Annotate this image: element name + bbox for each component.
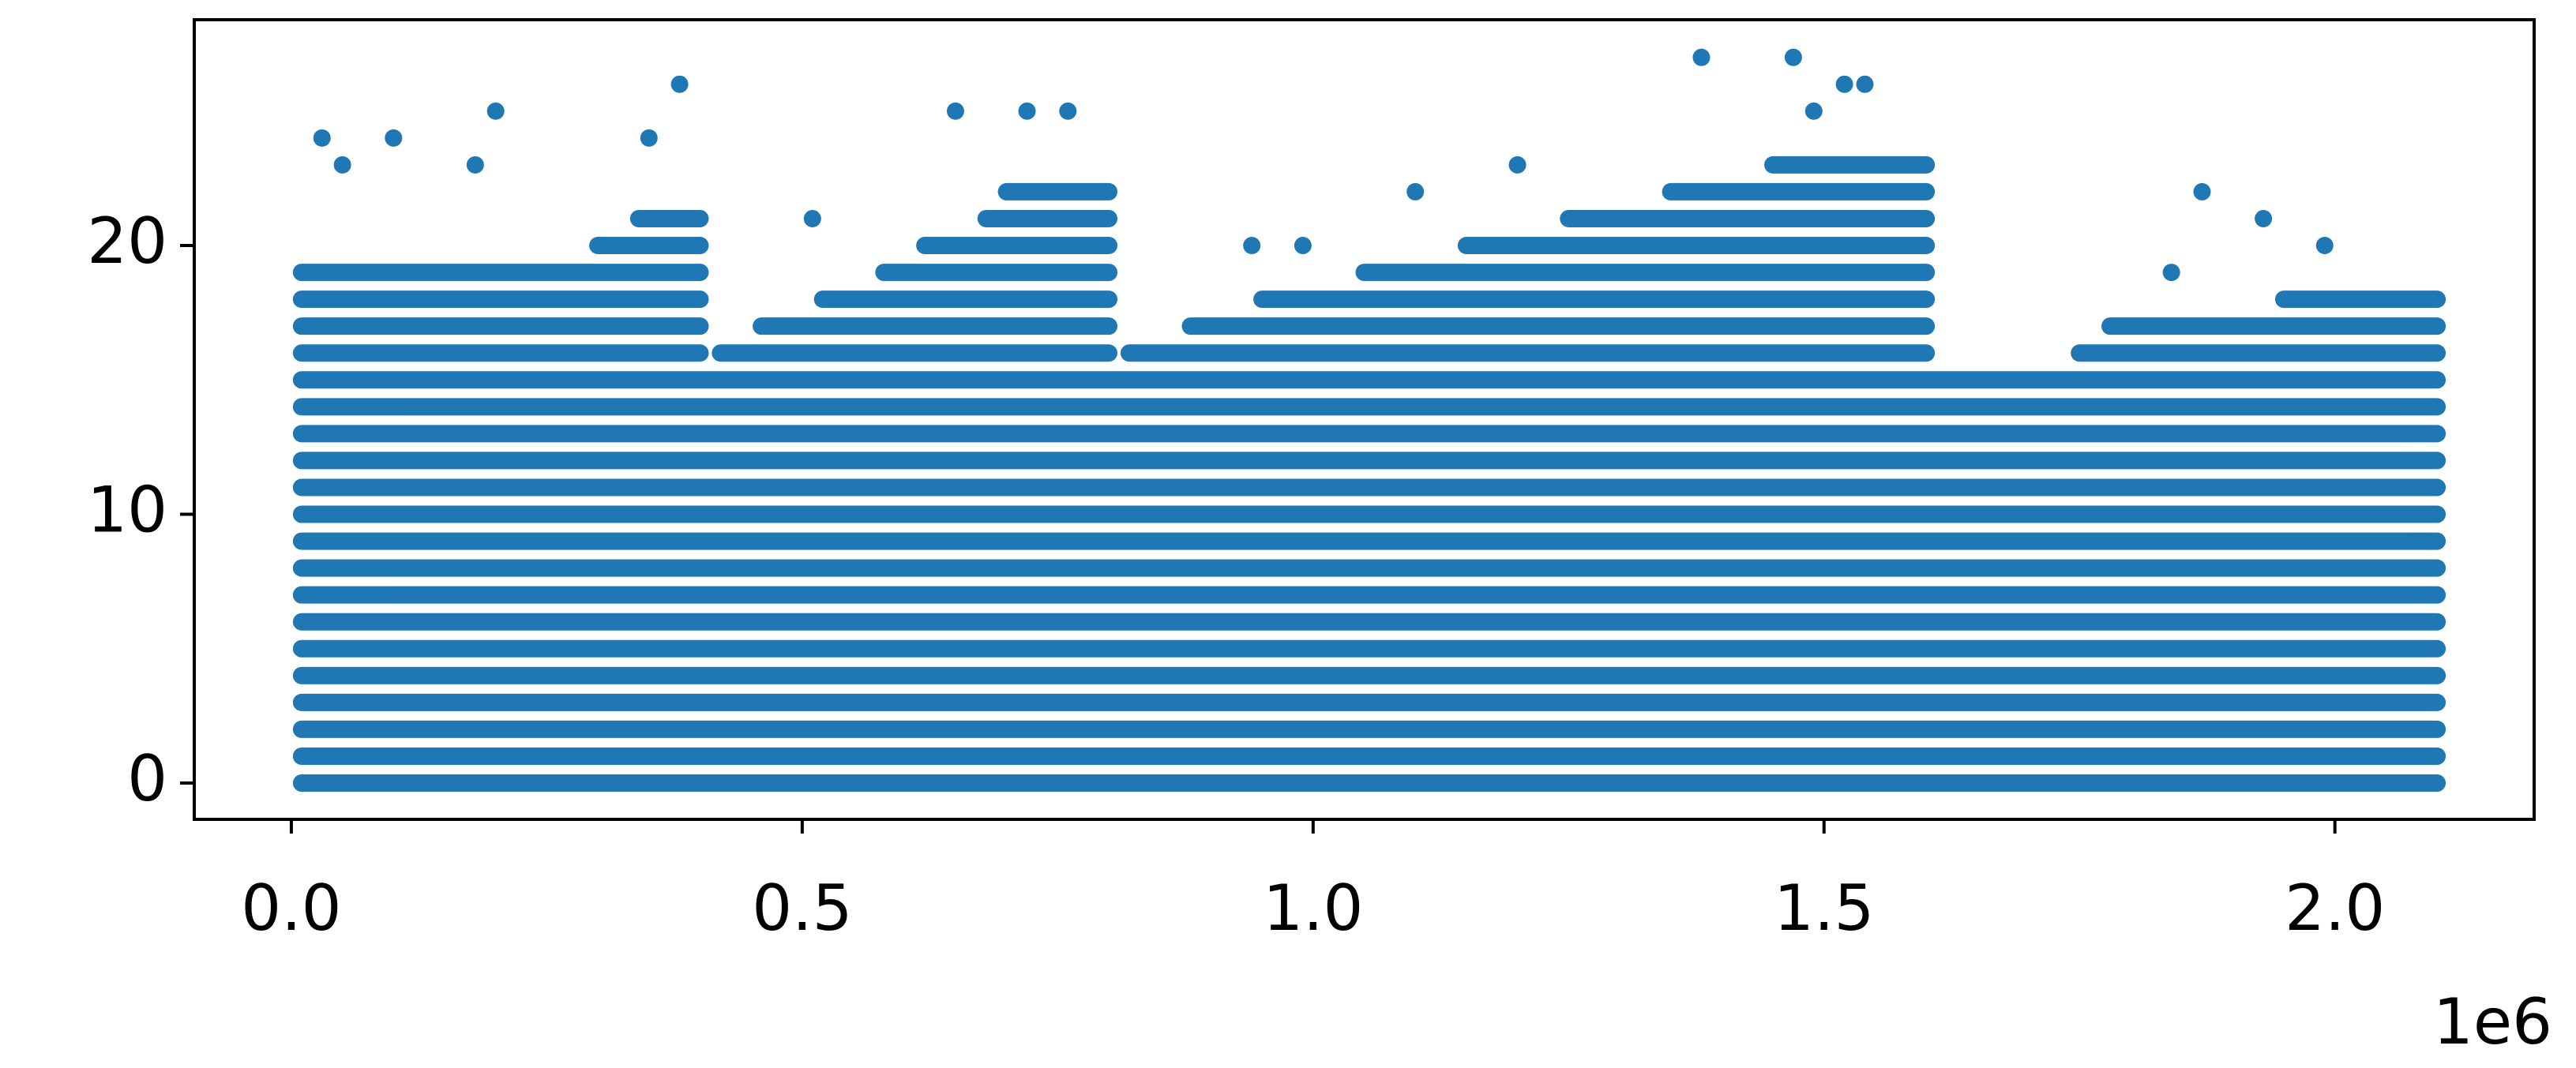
point: [640, 129, 658, 147]
y-tick-label: 0: [127, 742, 167, 815]
point: [670, 75, 689, 93]
y-tick-label: 10: [87, 473, 167, 546]
point: [1835, 75, 1853, 93]
point: [313, 129, 331, 147]
point: [1804, 102, 1823, 120]
point: [1406, 182, 1425, 200]
y-tick-label: 20: [87, 204, 167, 278]
point: [1243, 237, 1261, 255]
x-tick-label: 0.0: [241, 871, 341, 945]
point: [2193, 182, 2211, 200]
point: [486, 102, 505, 120]
point: [1059, 102, 1077, 120]
x-offset-label: 1e6: [2433, 985, 2552, 1059]
point: [1784, 48, 1802, 66]
point: [1018, 102, 1036, 120]
point: [803, 209, 821, 227]
x-tick-label: 1.5: [1774, 871, 1874, 945]
point: [2315, 237, 2334, 255]
point: [333, 156, 351, 174]
point: [1856, 75, 1874, 93]
point: [946, 102, 964, 120]
plot-frame: [193, 18, 2536, 821]
x-tick-label: 2.0: [2285, 871, 2385, 945]
point: [1508, 156, 1526, 174]
point: [466, 156, 484, 174]
point: [2255, 209, 2273, 227]
point: [1692, 48, 1710, 66]
point: [2162, 264, 2180, 282]
x-tick-label: 1.0: [1263, 871, 1363, 945]
point: [385, 129, 403, 147]
x-tick-label: 0.5: [752, 871, 852, 945]
point: [1294, 237, 1312, 255]
